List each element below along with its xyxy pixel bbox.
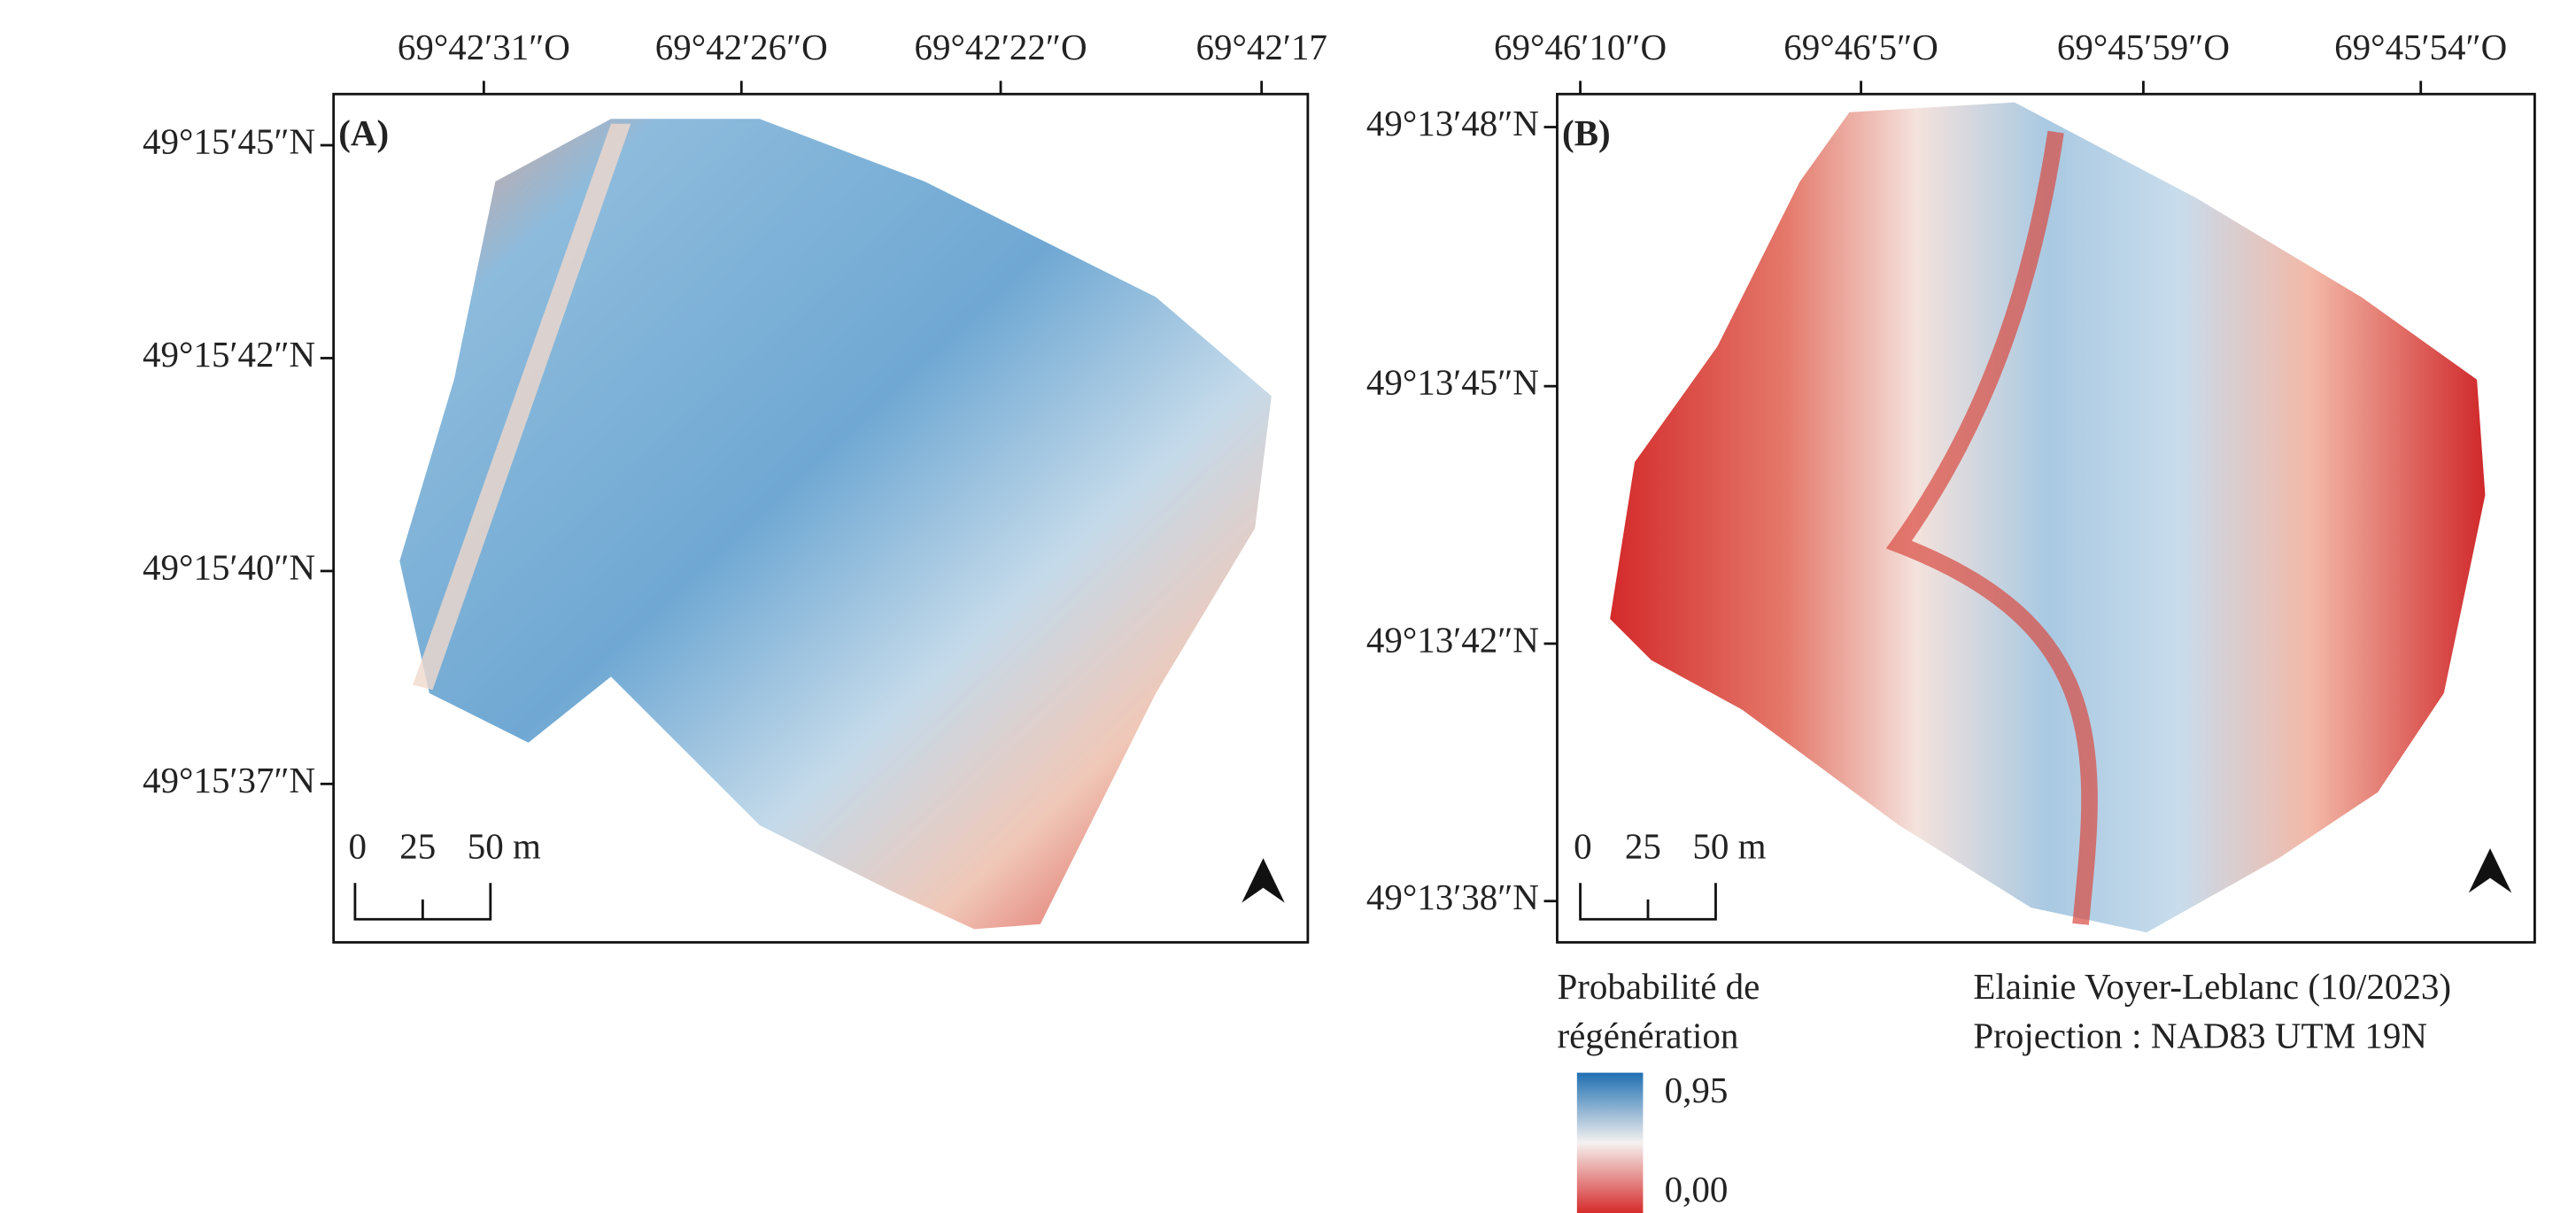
raster-a [399,119,1272,930]
x-tick-label: 69°45′59″O [2057,27,2230,67]
scale-label: 50 m [1692,825,1766,866]
legend-label: 0,95 [1665,1070,1729,1110]
scale-label: 25 [1625,825,1661,866]
y-tick-label: 49°13′42″N [1366,619,1539,660]
y-tick-label: 49°15′37″N [143,760,315,800]
y-tick-label: 49°13′45″N [1366,362,1539,403]
x-tick-label: 69°46′5″O [1783,27,1938,67]
frame-b [1556,92,2536,944]
x-tick-label: 69°42′22″O [914,27,1087,67]
y-tick-label: 49°13′38″N [1366,877,1539,917]
y-tick-label: 49°15′40″N [143,546,315,587]
y-tick-label: 49°15′42″N [143,334,315,375]
scale-label: 50 m [468,825,541,866]
x-tick-label: 69°42′31″O [398,27,570,67]
credit: Projection : NAD83 UTM 19N [1973,1016,2427,1056]
scale-label: 25 [399,825,436,866]
scale-label: 0 [348,825,367,866]
stream-b [1885,130,2098,925]
north-arrow [1242,858,1285,903]
legend-title: Probabilité de [1557,966,1760,1007]
scale-label: 0 [1574,825,1592,866]
y-tick-label: 49°15′45″N [143,120,315,161]
raster-b [1610,102,2486,933]
x-tick-label: 69°45′54″O [2334,27,2507,67]
scale-bar [1579,883,1717,921]
panel-label: (B) [1562,112,1611,153]
x-tick-label: 69°46′10″O [1494,27,1667,67]
x-tick-label: 69°42′17 [1195,27,1327,67]
credit: Elainie Voyer-Leblanc (10/2023) [1973,966,2451,1007]
legend-gradient [1576,1072,1644,1213]
scale-bar [353,883,492,921]
x-tick-label: 69°42′26″O [655,27,828,67]
legend-label: 0,00 [1665,1169,1729,1209]
y-tick-label: 49°13′48″N [1366,103,1539,143]
road-a [413,123,631,691]
legend-title: régénération [1557,1016,1738,1056]
north-arrow [2468,848,2512,893]
frame-a [332,92,1310,944]
panel-label: (A) [338,112,389,153]
